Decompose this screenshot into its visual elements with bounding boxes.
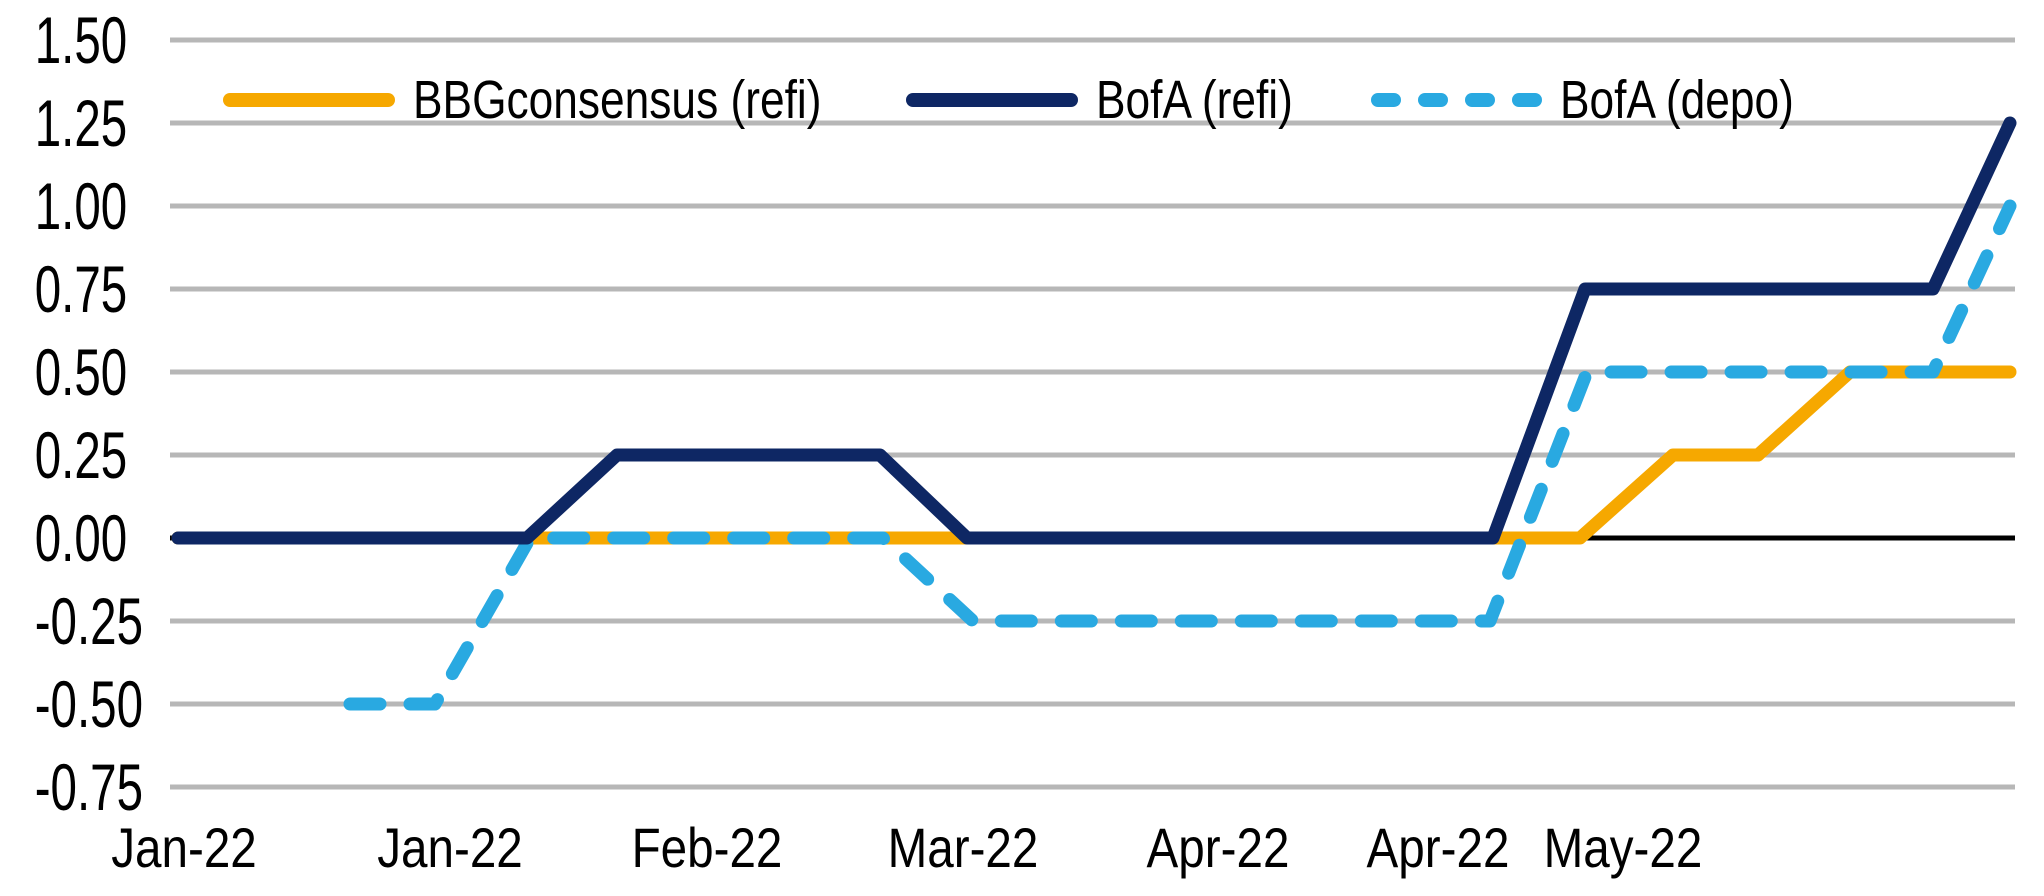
legend-dash	[1371, 93, 1401, 107]
y-axis-label: 0.00	[34, 501, 128, 575]
legend-dash	[1418, 93, 1448, 107]
y-axis-label: 0.75	[34, 252, 128, 326]
legend-item-bofa-depo: BofA (depo)	[1371, 72, 1845, 128]
series-line-bofa-refi	[171, 116, 2017, 545]
y-axis-label: -0.75	[34, 750, 144, 824]
y-axis-label: 0.25	[34, 418, 128, 492]
legend-item-bbg-consensus-refi: BBGconsensus (refi)	[223, 72, 911, 128]
legend-dash	[1465, 93, 1495, 107]
y-axis-label: 1.50	[34, 3, 128, 77]
legend-label-bofa-depo: BofA (depo)	[1560, 70, 1794, 130]
legend-swatch-bofa-refi	[906, 93, 1078, 107]
y-axis-label: -0.25	[34, 584, 144, 658]
legend-dash	[1512, 93, 1542, 107]
x-axis-label: May-22	[1543, 816, 1703, 879]
x-axis-label: Jan-22	[111, 816, 257, 879]
legend-swatch-bofa-depo	[1371, 93, 1542, 107]
x-axis-label: Jan-22	[377, 816, 523, 879]
legend-swatch-bbg-consensus-refi	[223, 93, 395, 107]
x-axis-label: Feb-22	[631, 816, 783, 879]
legend-item-bofa-refi: BofA (refi)	[906, 72, 1336, 128]
x-axis-label: Mar-22	[887, 816, 1039, 879]
x-axis-label: Apr-22	[1146, 816, 1290, 879]
legend-bar	[906, 93, 1078, 107]
y-axis-label: 0.50	[34, 335, 128, 409]
x-axis-label: Apr-22	[1366, 816, 1510, 879]
series-line-bofa-depo	[343, 199, 2017, 711]
series-lines	[171, 116, 2017, 711]
y-axis-label: 1.00	[34, 169, 128, 243]
legend-bar	[223, 93, 395, 107]
legend-label-bbg-consensus-refi: BBGconsensus (refi)	[413, 70, 822, 130]
legend-label-bofa-refi: BofA (refi)	[1096, 70, 1293, 130]
y-axis-label: -0.50	[34, 667, 144, 741]
y-axis-label: 1.25	[34, 86, 128, 160]
